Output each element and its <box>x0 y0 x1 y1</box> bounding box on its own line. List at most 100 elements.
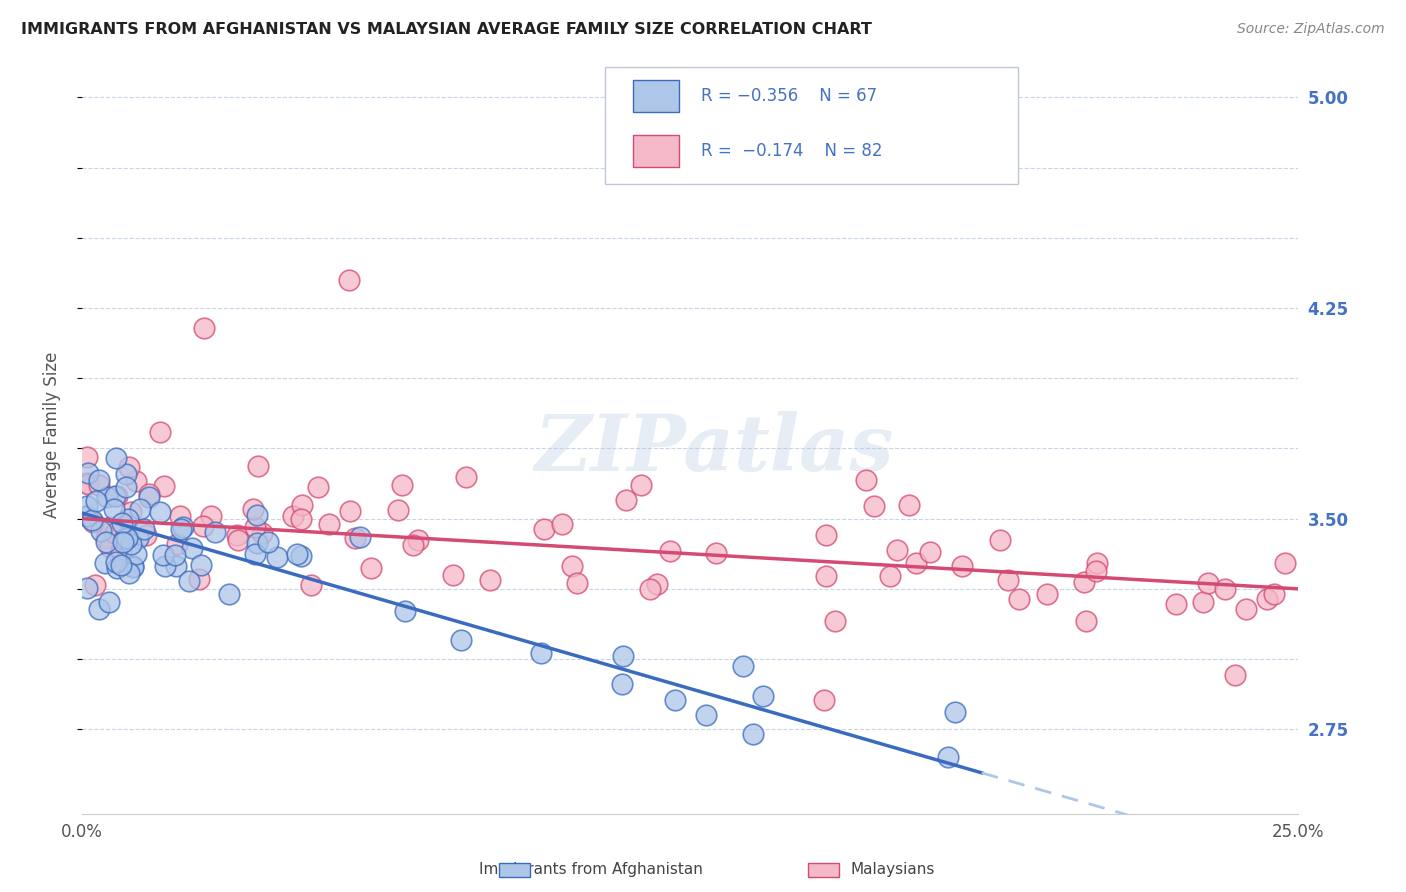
Point <box>824 614 846 628</box>
Point <box>638 582 661 596</box>
Point <box>127 531 149 545</box>
Point <box>1197 576 1219 591</box>
Point <box>98 595 121 609</box>
Point <box>706 546 728 560</box>
Point <box>218 587 240 601</box>
Point <box>307 480 329 494</box>
Point <box>1192 595 1215 609</box>
Point <box>659 544 682 558</box>
Point <box>318 516 340 531</box>
Point <box>283 508 305 523</box>
Point <box>117 512 139 526</box>
Point <box>815 528 838 542</box>
Point <box>561 559 583 574</box>
Point <box>1225 667 1247 681</box>
Point <box>177 574 200 589</box>
Point <box>120 505 142 519</box>
Point <box>135 528 157 542</box>
Point <box>76 475 98 490</box>
Point <box>166 537 188 551</box>
Point <box>118 459 141 474</box>
FancyBboxPatch shape <box>633 135 679 167</box>
Point <box>132 522 155 536</box>
Point <box>533 522 555 536</box>
Point <box>290 549 312 563</box>
Point <box>287 547 309 561</box>
Point <box>153 558 176 573</box>
Point <box>191 519 214 533</box>
Point <box>741 727 763 741</box>
Point <box>565 575 588 590</box>
Point <box>169 508 191 523</box>
Point <box>1008 591 1031 606</box>
Point <box>551 517 574 532</box>
Point <box>104 451 127 466</box>
Point <box>751 689 773 703</box>
Point <box>243 547 266 561</box>
Point <box>104 489 127 503</box>
Point <box>181 541 204 556</box>
Point <box>1076 615 1098 629</box>
Point <box>387 503 409 517</box>
Point <box>110 558 132 573</box>
Point <box>612 648 634 663</box>
Point <box>153 479 176 493</box>
Point <box>1234 601 1257 615</box>
Point <box>76 581 98 595</box>
Point <box>169 522 191 536</box>
Point <box>1085 564 1108 578</box>
Point <box>105 489 128 503</box>
Point <box>266 550 288 565</box>
Point <box>115 531 138 545</box>
Point <box>138 486 160 500</box>
Point <box>94 557 117 571</box>
Point <box>904 556 927 570</box>
Point <box>245 520 267 534</box>
Point <box>200 508 222 523</box>
Point <box>988 533 1011 548</box>
Point <box>87 474 110 488</box>
Point <box>920 545 942 559</box>
Point <box>1256 591 1278 606</box>
Point <box>1213 582 1236 596</box>
Point <box>610 677 633 691</box>
Point <box>242 502 264 516</box>
Point <box>94 535 117 549</box>
Point <box>129 501 152 516</box>
Point <box>115 480 138 494</box>
Text: Source: ZipAtlas.com: Source: ZipAtlas.com <box>1237 22 1385 37</box>
Point <box>394 604 416 618</box>
Point <box>402 538 425 552</box>
Point <box>138 490 160 504</box>
Point <box>105 560 128 574</box>
Point <box>862 499 884 513</box>
Point <box>76 509 98 524</box>
Point <box>90 524 112 538</box>
Point <box>76 467 98 481</box>
Y-axis label: Average Family Size: Average Family Size <box>44 351 60 517</box>
Text: IMMIGRANTS FROM AFGHANISTAN VS MALAYSIAN AVERAGE FAMILY SIZE CORRELATION CHART: IMMIGRANTS FROM AFGHANISTAN VS MALAYSIAN… <box>21 22 872 37</box>
Point <box>121 558 143 573</box>
Point <box>997 573 1019 587</box>
Point <box>456 470 478 484</box>
Point <box>344 531 367 545</box>
Point <box>226 533 249 548</box>
Point <box>226 528 249 542</box>
Point <box>252 526 274 541</box>
Point <box>82 515 104 529</box>
Point <box>121 559 143 574</box>
Text: Malaysians: Malaysians <box>851 863 935 877</box>
Point <box>645 577 668 591</box>
Point <box>149 505 172 519</box>
Point <box>360 561 382 575</box>
Point <box>82 513 104 527</box>
Point <box>115 467 138 481</box>
Point <box>111 535 134 549</box>
Point <box>936 750 959 764</box>
Point <box>104 556 127 570</box>
Point <box>291 498 314 512</box>
Point <box>100 520 122 534</box>
Point <box>77 477 100 491</box>
Point <box>152 548 174 562</box>
Point <box>96 491 118 505</box>
